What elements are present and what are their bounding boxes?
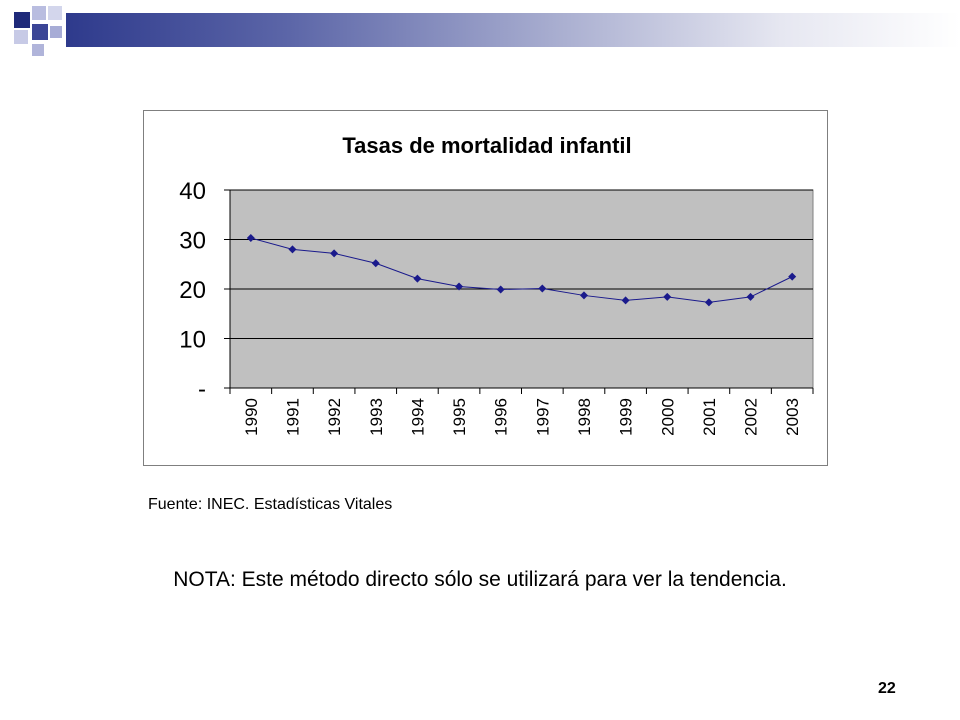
data-point-1994	[413, 274, 422, 283]
data-point-1998	[579, 291, 588, 300]
data-point-1992	[330, 249, 339, 258]
xtick-label-1999: 1999	[617, 398, 636, 436]
ytick-label-20: 20	[179, 277, 206, 304]
logo-square-light-2	[48, 6, 62, 20]
page-number: 22	[878, 680, 896, 697]
ytick-label-30: 30	[179, 228, 206, 255]
data-point-1990	[246, 234, 255, 243]
logo-square-light-3	[14, 30, 28, 44]
ytick-label-40: 40	[179, 178, 206, 205]
chart-frame: Tasas de mortalidad infantil - 10 20 30 40 19…	[143, 110, 828, 466]
xtick-label-1997: 1997	[533, 398, 552, 436]
data-point-1997	[538, 284, 547, 293]
logo-square-dark-1	[14, 12, 30, 28]
xtick-label-1990: 1990	[242, 398, 261, 436]
logo-square-light-1	[32, 6, 46, 20]
xtick-label-2000: 2000	[658, 398, 677, 436]
xtick-label-1992: 1992	[325, 398, 344, 436]
header-gradient-bar	[66, 13, 960, 47]
xtick-label-1995: 1995	[450, 398, 469, 436]
data-point-2000	[663, 292, 672, 301]
source-caption: Fuente: INEC. Estadísticas Vitales	[148, 496, 393, 513]
ytick-label-10: 10	[179, 327, 206, 354]
mortality-line-chart: Tasas de mortalidad infantil - 10 20 30 40 19…	[179, 133, 814, 436]
data-point-1999	[621, 296, 630, 305]
xtick-label-1994: 1994	[408, 398, 427, 436]
data-point-1991	[288, 245, 297, 254]
logo-square-light-4	[50, 26, 62, 38]
xtick-label-2001: 2001	[700, 398, 719, 436]
logo-square-light-5	[32, 44, 44, 56]
data-point-2003	[788, 272, 797, 281]
xtick-label-1996: 1996	[492, 398, 511, 436]
data-point-1993	[371, 259, 380, 268]
data-point-1996	[496, 285, 505, 294]
data-point-1995	[455, 282, 464, 291]
data-point-2002	[746, 292, 755, 301]
xtick-label-2003: 2003	[783, 398, 802, 436]
ytick-label-0: -	[198, 376, 206, 403]
xtick-label-2002: 2002	[742, 398, 761, 436]
xtick-label-1993: 1993	[367, 398, 386, 436]
data-point-2001	[704, 298, 713, 307]
series-line	[250, 237, 793, 303]
xtick-label-1998: 1998	[575, 398, 594, 436]
note-text: NOTA: Este método directo sólo se utiliz…	[173, 568, 787, 591]
xtick-label-1991: 1991	[283, 398, 302, 436]
logo-square-dark-2	[32, 24, 48, 40]
chart-title: Tasas de mortalidad infantil	[342, 133, 631, 158]
